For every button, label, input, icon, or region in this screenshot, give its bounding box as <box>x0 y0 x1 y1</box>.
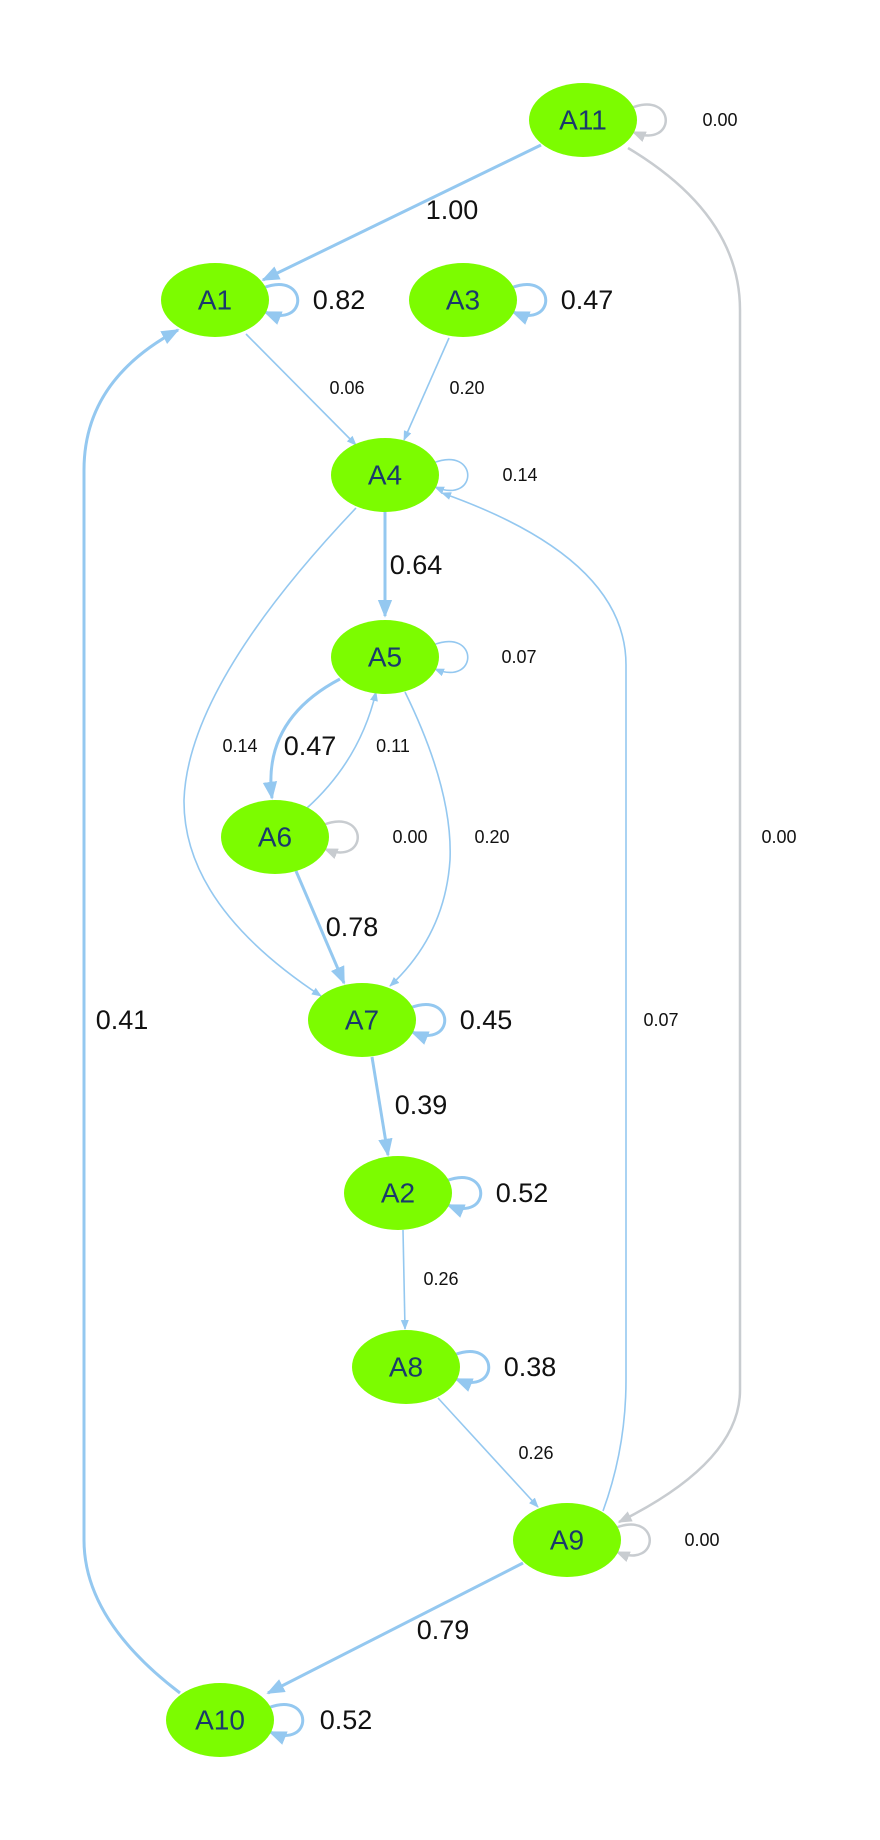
node-a1-label: A1 <box>198 285 232 316</box>
edge-label-a4-to-a7: 0.14 <box>222 736 257 756</box>
edge-label-a4-to-a5: 0.64 <box>390 550 443 580</box>
edge-label-a2-to-a2: 0.52 <box>496 1178 549 1208</box>
edge-a10-to-a10 <box>267 1703 305 1745</box>
edge-a7-to-a7 <box>409 1003 447 1045</box>
node-a3-label: A3 <box>446 285 480 316</box>
edge-label-a6-to-a7: 0.78 <box>326 912 379 942</box>
edge-a3-to-a3 <box>510 283 548 325</box>
node-a4-shape <box>331 438 439 512</box>
edge-a8-to-a9 <box>437 1397 539 1508</box>
edge-label-a10-to-a1: 0.41 <box>96 1005 149 1035</box>
node-a5-label: A5 <box>368 642 402 673</box>
node-a5-shape <box>331 620 439 694</box>
edge-a4-to-a7 <box>183 507 357 997</box>
node-a11-label: A11 <box>559 105 607 136</box>
node-a7: A7 <box>308 983 416 1057</box>
edge-a1-to-a4 <box>245 333 357 446</box>
edge-a9-to-a4 <box>441 492 627 1512</box>
node-a11-shape <box>529 83 637 157</box>
node-a8-shape <box>352 1330 460 1404</box>
edge-a11-to-a11 <box>630 103 667 142</box>
edge-a8-to-a8 <box>453 1350 491 1392</box>
edge-label-a11-to-a11: 0.00 <box>702 110 737 130</box>
edge-label-a5-to-a6: 0.47 <box>284 731 337 761</box>
node-a7-shape <box>308 983 416 1057</box>
node-a7-label: A7 <box>345 1005 379 1036</box>
node-a1-shape <box>161 263 269 337</box>
edge-label-a8-to-a8: 0.38 <box>504 1352 557 1382</box>
edge-label-a11-to-a1: 1.00 <box>426 195 479 225</box>
edge-label-a5-to-a7: 0.20 <box>474 827 509 847</box>
node-a9: A9 <box>513 1503 621 1577</box>
node-a8-label: A8 <box>389 1352 423 1383</box>
edge-a6-to-a5 <box>306 691 378 809</box>
node-a2: A2 <box>344 1156 452 1230</box>
edge-label-a11-to-a9: 0.00 <box>761 827 796 847</box>
edge-a4-to-a4 <box>432 458 469 495</box>
edge-label-a1-to-a4: 0.06 <box>329 378 364 398</box>
node-a9-shape <box>513 1503 621 1577</box>
edge-a9-to-a9 <box>614 1523 651 1562</box>
edge-label-a2-to-a8: 0.26 <box>423 1269 458 1289</box>
edge-a11-to-a1 <box>261 143 542 282</box>
edge-label-a1-to-a1: 0.82 <box>313 285 366 315</box>
edge-a5-to-a6 <box>262 677 341 800</box>
node-a6-label: A6 <box>258 822 292 853</box>
edge-label-a8-to-a9: 0.26 <box>518 1443 553 1463</box>
node-a11: A11 <box>529 83 637 157</box>
edge-a7-to-a2 <box>370 1056 393 1157</box>
edge-a6-to-a7 <box>294 870 346 985</box>
edge-label-a9-to-a4: 0.07 <box>643 1010 678 1030</box>
edge-a5-to-a5 <box>432 640 469 677</box>
edge-label-a3-to-a3: 0.47 <box>561 285 614 315</box>
node-a10: A10 <box>166 1683 274 1757</box>
edge-label-a6-to-a6: 0.00 <box>392 827 427 847</box>
edge-a6-to-a6 <box>322 820 359 859</box>
edge-label-a5-to-a5: 0.07 <box>501 647 536 667</box>
edge-a1-to-a1 <box>262 283 300 325</box>
edge-labels-layer: 0.00 1.00 0.00 0.82 0.06 0.47 0.20 0.14 0.64 0.14… <box>96 110 797 1735</box>
node-a6: A6 <box>221 800 329 874</box>
node-a2-label: A2 <box>381 1178 415 1209</box>
node-a4-label: A4 <box>368 460 402 491</box>
node-a3-shape <box>409 263 517 337</box>
edge-label-a7-to-a7: 0.45 <box>460 1005 513 1035</box>
edge-a11-to-a9 <box>617 146 742 1524</box>
edge-label-a9-to-a9: 0.00 <box>684 1530 719 1550</box>
node-a6-shape <box>221 800 329 874</box>
edge-a3-to-a4 <box>403 337 450 441</box>
edge-label-a7-to-a2: 0.39 <box>395 1090 448 1120</box>
node-a1: A1 <box>161 263 269 337</box>
edge-label-a6-to-a5: 0.11 <box>376 736 410 756</box>
node-a9-label: A9 <box>550 1525 584 1556</box>
edge-a10-to-a1 <box>82 328 181 1695</box>
node-a2-shape <box>344 1156 452 1230</box>
edge-a2-to-a8 <box>400 1229 409 1330</box>
node-a8: A8 <box>352 1330 460 1404</box>
nodes-layer: A11 A1 A3 A4 A5 A6 A7 A2 A8 A9 A10 <box>161 83 637 1757</box>
node-a10-shape <box>166 1683 274 1757</box>
node-a3: A3 <box>409 263 517 337</box>
edge-label-a4-to-a4: 0.14 <box>502 465 537 485</box>
edge-label-a9-to-a10: 0.79 <box>417 1615 470 1645</box>
edges-layer <box>82 103 742 1745</box>
edge-a9-to-a10 <box>266 1561 524 1695</box>
node-a4: A4 <box>331 438 439 512</box>
edge-label-a3-to-a4: 0.20 <box>449 378 484 398</box>
edge-a2-to-a2 <box>445 1176 483 1218</box>
edge-a5-to-a7 <box>389 691 451 987</box>
node-a5: A5 <box>331 620 439 694</box>
edge-label-a10-to-a10: 0.52 <box>320 1705 373 1735</box>
node-a10-label: A10 <box>195 1705 245 1736</box>
